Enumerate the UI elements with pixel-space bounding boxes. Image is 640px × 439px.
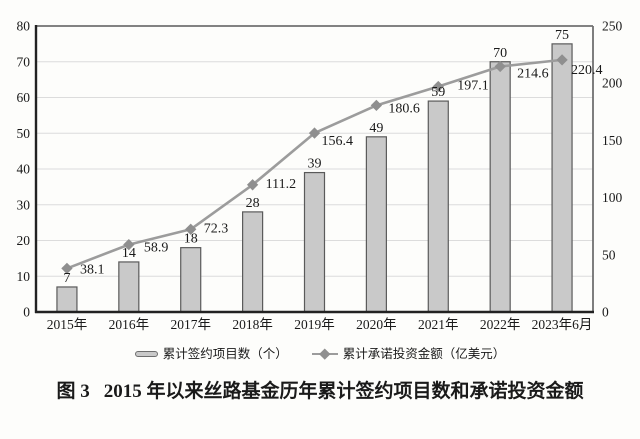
bar-value-label: 75 — [555, 28, 569, 43]
left-axis-tick-label: 70 — [17, 54, 31, 69]
bar-value-label: 14 — [122, 246, 136, 261]
right-axis-tick-label: 100 — [602, 190, 623, 205]
x-axis-category-label: 2023年6月 — [532, 317, 593, 332]
chart-legend: 累计签约项目数（个） 累计承诺投资金额（亿美元） — [0, 347, 640, 361]
line-series-swatch-icon — [311, 348, 338, 360]
line-value-label: 38.1 — [80, 262, 105, 277]
bar-series-swatch-icon — [134, 351, 158, 357]
line-marker — [246, 179, 259, 191]
bar-value-label: 7 — [63, 271, 70, 286]
x-axis-category-label: 2017年 — [170, 317, 211, 332]
bar-value-label: 59 — [431, 85, 445, 100]
x-axis-category-label: 2020年 — [356, 317, 397, 332]
combo-chart: 7 14 18 28 39 49 59 70 75 38.1 58.9 72.3 111.2 156.4 1… — [17, 19, 623, 333]
legend-label-line-series: 累计承诺投资金额（亿美元） — [342, 347, 506, 361]
x-axis-category-label: 2022年 — [480, 317, 521, 332]
bar — [489, 61, 511, 313]
legend-item-bar-series: 累计签约项目数（个） — [134, 347, 288, 361]
line-value-label: 72.3 — [204, 221, 229, 236]
line-marker — [123, 238, 135, 251]
bar — [303, 171, 326, 313]
diamond-marker-icon — [319, 348, 330, 360]
line-value-label: 197.1 — [457, 79, 489, 94]
bar — [56, 286, 78, 313]
left-axis-tick-label: 30 — [17, 197, 31, 212]
bar-value-label: 49 — [369, 121, 383, 136]
line-marker — [556, 54, 568, 66]
line-value-label: 156.4 — [322, 134, 354, 149]
line-value-label: 214.6 — [517, 66, 549, 81]
bar — [242, 211, 264, 313]
right-axis-tick-label: 50 — [602, 247, 616, 262]
line-value-label: 111.2 — [266, 177, 296, 192]
bar — [551, 43, 573, 313]
line-value-label: 220.4 — [571, 63, 603, 78]
x-axis-category-label: 2018年 — [232, 317, 273, 332]
left-axis-tick-label: 0 — [23, 305, 30, 320]
figure-title: 2015 年以来丝路基金历年累计签约项目数和承诺投资金额 — [103, 381, 584, 402]
right-axis-tick-label: 0 — [602, 305, 609, 320]
line-marker — [185, 223, 197, 235]
right-axis-tick-label: 200 — [602, 76, 623, 91]
left-axis-tick-label: 40 — [17, 162, 31, 177]
right-axis-tick-label: 150 — [602, 133, 623, 148]
bar-value-label: 18 — [184, 232, 198, 247]
legend-item-line-series: 累计承诺投资金额（亿美元） — [311, 347, 506, 361]
figure-number: 图 3 — [56, 381, 90, 402]
line-value-label: 180.6 — [388, 101, 420, 116]
bar — [427, 100, 449, 313]
right-axis-tick-label: 250 — [602, 19, 623, 34]
bar — [180, 247, 202, 313]
x-axis-category-label: 2021年 — [418, 317, 459, 332]
bar-value-label: 70 — [493, 46, 507, 61]
bar-value-label: 28 — [246, 196, 260, 211]
left-axis-tick-label: 80 — [17, 19, 31, 34]
figure-caption: 图 3 2015 年以来丝路基金历年累计签约项目数和承诺投资金额 — [0, 380, 640, 404]
left-axis-tick-label: 50 — [17, 126, 31, 141]
x-axis-category-label: 2019年 — [294, 317, 335, 332]
bar-value-label: 39 — [308, 157, 322, 172]
line-marker — [308, 127, 321, 139]
left-axis-tick-label: 10 — [17, 269, 31, 284]
x-axis-category-label: 2015年 — [47, 317, 88, 332]
left-axis-tick-label: 60 — [17, 90, 31, 105]
line-value-label: 58.9 — [144, 241, 169, 256]
x-axis-category-label: 2016年 — [109, 317, 150, 332]
legend-label-bar-series: 累计签约项目数（个） — [162, 347, 288, 361]
bar — [365, 136, 387, 313]
bar — [118, 261, 140, 313]
line-marker — [370, 99, 383, 112]
left-axis-tick-label: 20 — [17, 233, 31, 248]
